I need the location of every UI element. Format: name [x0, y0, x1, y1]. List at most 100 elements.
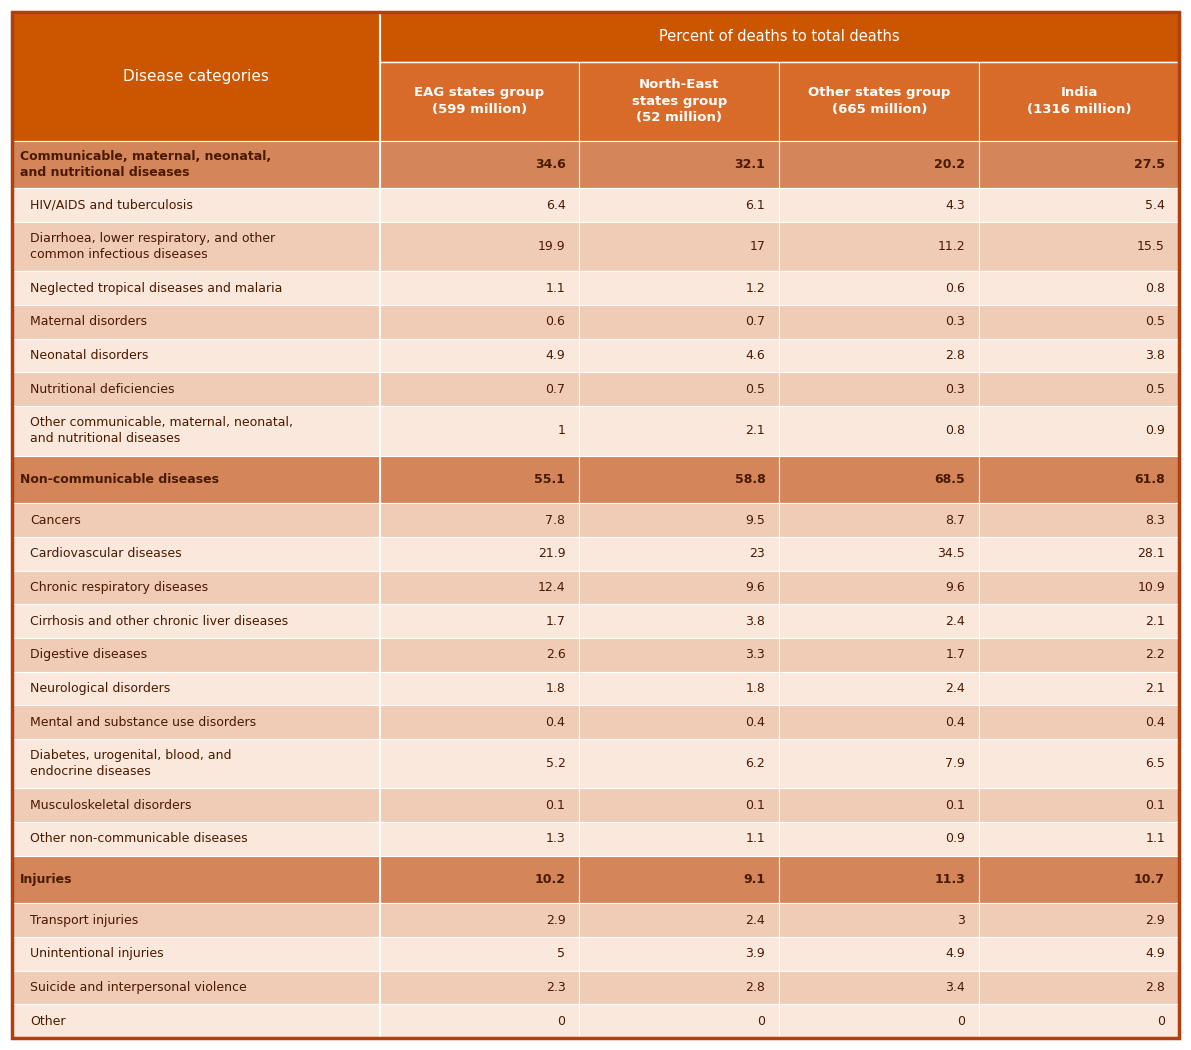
Bar [979, 822, 1179, 856]
Bar [779, 339, 979, 373]
Text: 0.4: 0.4 [545, 716, 566, 729]
Bar [779, 1005, 979, 1038]
Bar [779, 822, 979, 856]
Bar [779, 373, 979, 406]
Text: Mental and substance use disorders: Mental and substance use disorders [30, 716, 256, 729]
Bar [580, 306, 779, 339]
Bar [380, 222, 580, 272]
Bar [380, 856, 580, 903]
Bar [580, 272, 779, 306]
Bar [979, 1005, 1179, 1038]
Bar [779, 306, 979, 339]
Bar [380, 822, 580, 856]
Text: 1.1: 1.1 [545, 281, 566, 295]
Bar [979, 970, 1179, 1005]
Bar [380, 12, 1179, 62]
Bar [979, 272, 1179, 306]
Bar [12, 822, 380, 856]
Bar [580, 672, 779, 706]
Text: 0.1: 0.1 [746, 799, 766, 812]
Text: 7.9: 7.9 [946, 757, 965, 770]
Text: 10.9: 10.9 [1137, 581, 1165, 594]
Text: Nutritional deficiencies: Nutritional deficiencies [30, 383, 175, 396]
Bar [380, 339, 580, 373]
Text: India
(1316 million): India (1316 million) [1027, 86, 1131, 116]
Bar [12, 373, 380, 406]
Bar [380, 672, 580, 706]
Text: 2.4: 2.4 [946, 681, 965, 695]
Bar [380, 570, 580, 604]
Text: 5.2: 5.2 [545, 757, 566, 770]
Text: 0.6: 0.6 [545, 315, 566, 329]
Bar [779, 604, 979, 638]
Bar [380, 937, 580, 970]
Text: 0.3: 0.3 [946, 383, 965, 396]
Bar [979, 706, 1179, 739]
Bar [779, 406, 979, 456]
Text: Diabetes, urogenital, blood, and
endocrine diseases: Diabetes, urogenital, blood, and endocri… [30, 749, 231, 778]
Text: 28.1: 28.1 [1137, 547, 1165, 561]
Bar [380, 970, 580, 1005]
Text: 1.1: 1.1 [746, 833, 766, 845]
Text: 0.7: 0.7 [545, 383, 566, 396]
Text: 17: 17 [749, 240, 766, 253]
Bar [979, 222, 1179, 272]
Bar [979, 456, 1179, 503]
Text: Chronic respiratory diseases: Chronic respiratory diseases [30, 581, 208, 594]
Bar [12, 1005, 380, 1038]
Text: 6.5: 6.5 [1145, 757, 1165, 770]
Text: 0.5: 0.5 [1145, 315, 1165, 329]
Bar [580, 62, 779, 141]
Bar [979, 604, 1179, 638]
Text: Injuries: Injuries [20, 873, 73, 886]
Text: 4.9: 4.9 [1146, 947, 1165, 961]
Bar [580, 822, 779, 856]
Bar [779, 856, 979, 903]
Bar [580, 706, 779, 739]
Text: 0.5: 0.5 [746, 383, 766, 396]
Bar [779, 188, 979, 222]
Text: 2.8: 2.8 [946, 350, 965, 362]
Bar [380, 1005, 580, 1038]
Text: Neonatal disorders: Neonatal disorders [30, 350, 149, 362]
Bar [979, 789, 1179, 822]
Text: 1.7: 1.7 [545, 614, 566, 628]
Text: 4.9: 4.9 [545, 350, 566, 362]
Text: 3.3: 3.3 [746, 648, 766, 662]
Text: 0.1: 0.1 [946, 799, 965, 812]
Bar [12, 456, 380, 503]
Bar [779, 222, 979, 272]
Text: 0.5: 0.5 [1145, 383, 1165, 396]
Bar [380, 537, 580, 570]
Text: 27.5: 27.5 [1134, 158, 1165, 171]
Text: 7.8: 7.8 [545, 513, 566, 526]
Text: 1: 1 [557, 424, 566, 438]
Text: 32.1: 32.1 [735, 158, 766, 171]
Bar [779, 62, 979, 141]
Bar [380, 456, 580, 503]
Text: 21.9: 21.9 [538, 547, 566, 561]
Bar [580, 141, 779, 188]
Bar [12, 706, 380, 739]
Bar [380, 706, 580, 739]
Bar [580, 456, 779, 503]
Bar [779, 672, 979, 706]
Text: 10.7: 10.7 [1134, 873, 1165, 886]
Bar [580, 903, 779, 937]
Bar [979, 339, 1179, 373]
Text: 9.5: 9.5 [746, 513, 766, 526]
Bar [12, 306, 380, 339]
Text: 0.3: 0.3 [946, 315, 965, 329]
Text: 8.3: 8.3 [1145, 513, 1165, 526]
Text: 4.3: 4.3 [946, 198, 965, 212]
Text: Musculoskeletal disorders: Musculoskeletal disorders [30, 799, 192, 812]
Text: 9.6: 9.6 [946, 581, 965, 594]
Bar [12, 12, 380, 141]
Text: 2.6: 2.6 [545, 648, 566, 662]
Bar [12, 856, 380, 903]
Bar [12, 672, 380, 706]
Text: 6.4: 6.4 [545, 198, 566, 212]
Bar [12, 739, 380, 789]
Text: 1.8: 1.8 [746, 681, 766, 695]
Text: Neglected tropical diseases and malaria: Neglected tropical diseases and malaria [30, 281, 282, 295]
